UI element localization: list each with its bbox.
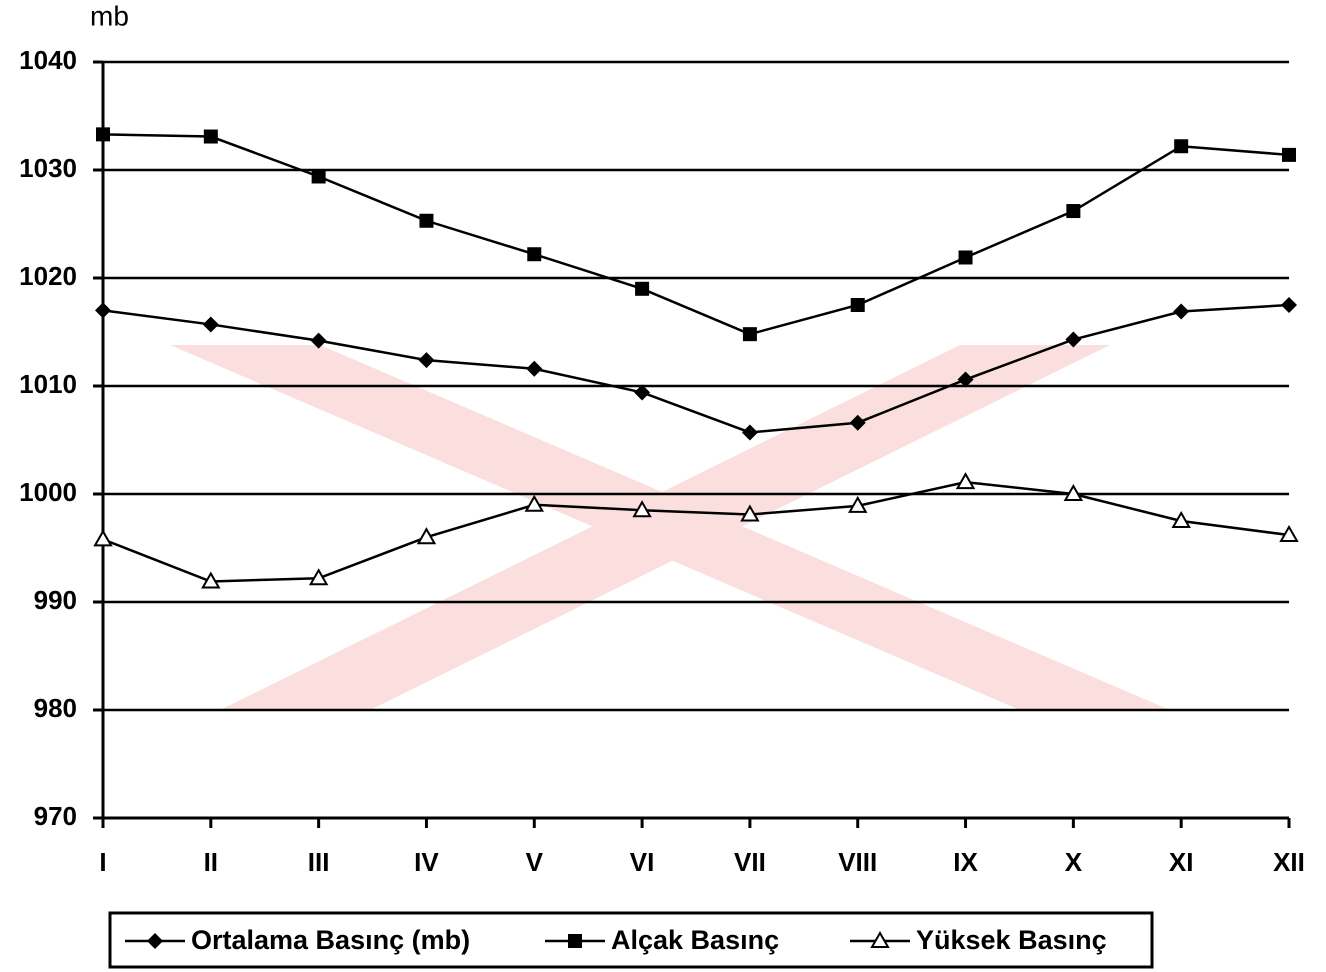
point bbox=[1174, 139, 1189, 154]
point bbox=[1171, 510, 1191, 528]
point bbox=[418, 352, 435, 369]
point bbox=[310, 332, 327, 349]
series-line bbox=[102, 303, 1290, 434]
y-tick-label: 990 bbox=[34, 585, 77, 615]
legend-label: Alçak Basınç bbox=[611, 925, 779, 955]
x-tick-label: V bbox=[526, 847, 544, 877]
point bbox=[958, 250, 973, 265]
legend-marker bbox=[147, 933, 163, 949]
x-tick-label: IX bbox=[953, 847, 978, 877]
point bbox=[741, 424, 758, 441]
point bbox=[524, 494, 544, 512]
x-tick-label: II bbox=[204, 847, 218, 877]
point bbox=[955, 472, 976, 490]
x-tick-label: XI bbox=[1169, 847, 1194, 877]
series-line bbox=[102, 480, 1290, 583]
x-tick-label: VI bbox=[630, 847, 655, 877]
x-tick-label: IV bbox=[414, 847, 439, 877]
point bbox=[632, 500, 652, 518]
y-tick-label: 1030 bbox=[19, 153, 77, 183]
point bbox=[419, 213, 434, 228]
watermark bbox=[170, 345, 1170, 710]
legend-box bbox=[108, 911, 1154, 969]
legend-label: Yüksek Basınç bbox=[916, 925, 1107, 955]
x-tick-label: VIII bbox=[838, 847, 877, 877]
y-axis-label: mb bbox=[90, 0, 129, 31]
series-line bbox=[102, 133, 1290, 336]
point bbox=[527, 247, 542, 262]
x-tick-label: I bbox=[99, 847, 106, 877]
x-tick-label: VII bbox=[734, 847, 766, 877]
point bbox=[1065, 331, 1082, 348]
point bbox=[203, 129, 218, 144]
point bbox=[740, 504, 760, 522]
y-tick-label: 1040 bbox=[19, 45, 77, 75]
x-tick-label: X bbox=[1065, 847, 1083, 877]
y-tick-label: 970 bbox=[34, 801, 77, 831]
point bbox=[308, 568, 329, 586]
point bbox=[416, 527, 437, 545]
point bbox=[95, 302, 111, 319]
y-tick-label: 1020 bbox=[19, 261, 77, 291]
point bbox=[201, 571, 221, 589]
point bbox=[635, 281, 650, 296]
point bbox=[1063, 483, 1084, 501]
point bbox=[526, 360, 543, 377]
point bbox=[634, 384, 651, 401]
x-tick-label: XII bbox=[1273, 847, 1305, 877]
point bbox=[742, 327, 757, 342]
point bbox=[1279, 525, 1299, 543]
point bbox=[202, 316, 219, 333]
y-tick-label: 1000 bbox=[19, 477, 77, 507]
point bbox=[1282, 147, 1296, 162]
legend-marker bbox=[568, 934, 582, 948]
point bbox=[1066, 204, 1081, 219]
y-tick-label: 980 bbox=[34, 693, 77, 723]
point bbox=[1281, 297, 1297, 313]
point bbox=[1173, 303, 1190, 320]
legend-label: Ortalama Basınç (mb) bbox=[191, 925, 470, 955]
point bbox=[93, 529, 113, 547]
point bbox=[311, 169, 326, 184]
point bbox=[849, 414, 866, 431]
point bbox=[848, 495, 868, 513]
point bbox=[96, 127, 110, 142]
legend-marker bbox=[870, 930, 890, 948]
x-tick-label: III bbox=[308, 847, 330, 877]
point bbox=[850, 298, 865, 312]
y-tick-label: 1010 bbox=[19, 369, 77, 399]
point bbox=[957, 371, 974, 388]
